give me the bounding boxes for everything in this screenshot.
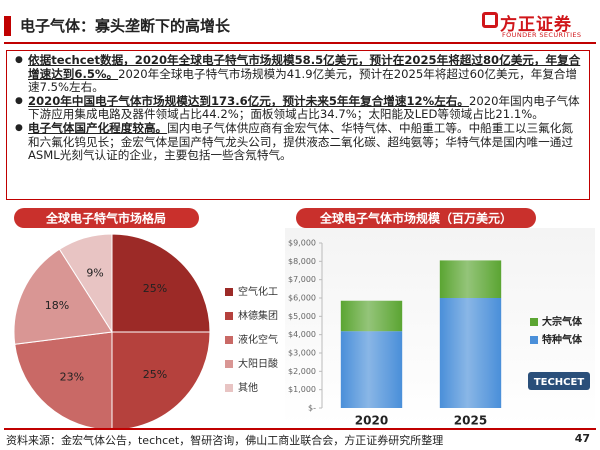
y-tick-label: $8,000 [288,257,316,266]
legend-label: 特种气体 [542,333,583,346]
logo-icon [482,12,498,28]
slide-title: 电子气体：寡头垄断下的高增长 [20,17,231,35]
source-logo: TECHCET [534,377,585,388]
legend-swatch [530,318,538,326]
panel-header [296,208,536,228]
bullet-highlight: 电子气体国产化程度较高。 [28,120,168,135]
y-tick-label: $9,000 [288,239,316,248]
y-tick-label: $7,000 [288,275,316,284]
data-label: 9% [86,267,103,280]
data-label: 25% [143,282,167,295]
data-label: 23% [60,371,84,384]
legend-swatch [530,336,538,344]
bullet: 2020年中国电子气体市场规模达到173.6亿元，预计未来5年年复合增速12%左… [15,93,583,122]
y-tick-label: $2,000 [288,367,316,376]
legend-label: 其他 [238,381,258,394]
legend-label: 大宗气体 [542,315,583,328]
y-tick-label: $- [308,404,316,413]
y-tick-label: $6,000 [288,294,316,303]
legend-swatch [225,384,233,392]
bullet-text: 国内电子气体供应商有金宏气体、华特气体、中船重工等。中船重工以三氟化氮和六氟化钨… [28,120,573,163]
chart-title: 全球电子特气市场格局 [45,211,166,226]
pie-slice [111,331,211,431]
pie-slice [58,233,113,334]
x-tick-label: 2025 [454,414,487,428]
legend-swatch [225,288,233,296]
y-tick-label: $3,000 [288,349,316,358]
legend-label: 林德集团 [238,309,278,322]
bullet-box: 依据techcet数据，2020年全球电子特气市场规模58.5亿美元，预计在20… [6,50,590,200]
bullet: 依据techcet数据，2020年全球电子特气市场规模58.5亿美元，预计在20… [15,53,583,95]
bar-shine [439,260,502,298]
bar-shine [439,298,502,408]
legend-swatch [225,336,233,344]
x-tick-label: 2020 [355,414,388,428]
page-number: 47 [574,432,590,445]
divider [4,428,596,430]
bullet-text: 2020年国内电子气体下游应用集成电路及器件领域占比44.2%；面板领域占比34… [28,93,580,122]
legend-swatch [225,312,233,320]
data-label: 18% [45,299,69,312]
source-logo-bg [528,372,590,390]
legend-swatch [225,360,233,368]
legend-label: 大阳日酸 [238,357,278,370]
pie-slice [13,248,113,345]
legend-label: 液化空气 [238,333,278,346]
bullet: 电子气体国产化程度较高。国内电子气体供应商有金宏气体、华特气体、中船重工等。中船… [15,120,583,163]
divider [4,42,596,44]
bullet-text: 2020年全球电子特气市场规模为41.9亿美元，预计在2025年将超过60亿美元… [28,66,578,95]
source-note: 资料来源：金宏气体公告，techcet，智研咨询，佛山工商业联合会，方正证券研究… [6,434,444,447]
panel-header [14,208,199,228]
y-tick-label: $4,000 [288,330,316,339]
chart-title: 全球电子气体市场规模（百万美元） [319,211,512,226]
y-tick-label: $5,000 [288,312,316,321]
logo-subtitle: FOUNDER SECURITIES [502,31,582,39]
pie-slice [111,233,211,333]
bullet-highlight: 依据techcet数据，2020年全球电子特气市场规模58.5亿美元，预计在20… [28,53,581,81]
bar-shine [340,300,403,332]
data-label: 25% [143,368,167,381]
y-tick-label: $1,000 [288,385,316,394]
title-mark [4,16,11,36]
logo: 方正证券 [500,15,572,35]
legend-label: 空气化工 [238,285,278,298]
bar-shine [340,331,403,408]
bullet-highlight: 2020年中国电子气体市场规模达到173.6亿元，预计未来5年年复合增速12%左… [28,93,469,108]
